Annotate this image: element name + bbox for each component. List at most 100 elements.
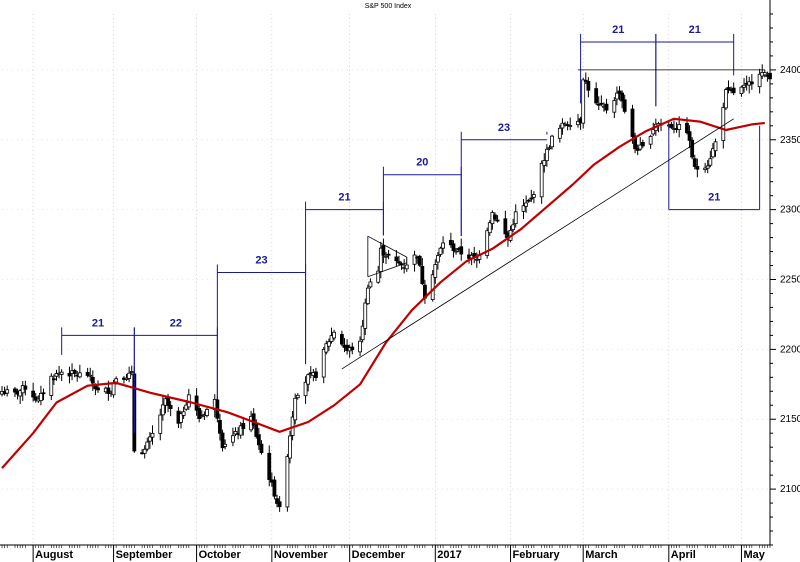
candle-body [18, 390, 23, 397]
month-label: March [585, 549, 618, 561]
cycle-count-label: 22 [170, 317, 182, 329]
candle-body [368, 281, 373, 288]
candle-body [85, 371, 90, 376]
candle-body [539, 162, 544, 198]
candle-body [420, 266, 425, 284]
candle-body [251, 413, 256, 426]
y-tick-label: 2250 [780, 275, 800, 286]
candle-body [181, 411, 186, 416]
month-label: April [671, 549, 696, 561]
cycle-count-label: 23 [255, 255, 267, 267]
candle-body [59, 371, 64, 375]
candle-body [218, 419, 222, 434]
candle-body [241, 423, 246, 430]
candle-body [635, 148, 640, 151]
candle-body [448, 239, 453, 246]
month-label: November [274, 549, 329, 561]
candle-body [768, 72, 772, 80]
candle-body [49, 375, 54, 396]
candle-body [622, 99, 627, 112]
candle-body [223, 443, 228, 447]
candle-body [521, 205, 526, 212]
candle-body [487, 222, 492, 234]
candle-body [485, 230, 490, 256]
y-tick-label: 2350 [780, 135, 800, 146]
candle-body [648, 136, 653, 145]
candle-body [88, 374, 93, 377]
candle-body [703, 167, 708, 171]
moving-average-series [1, 117, 765, 469]
candle-body [690, 139, 695, 158]
candle-body [150, 432, 155, 438]
month-label: October [199, 549, 242, 561]
candle-body [495, 219, 500, 222]
candle-body [381, 245, 386, 256]
candle-body [711, 148, 715, 158]
candle-body [295, 394, 300, 399]
candle-body [72, 369, 77, 374]
candle-body [256, 434, 261, 446]
candle-body [111, 383, 116, 396]
candle-body [168, 405, 173, 409]
candle-body [205, 408, 209, 416]
candle-body [731, 87, 736, 94]
candle-body [272, 479, 277, 497]
candle-body [565, 124, 570, 127]
candle-body [350, 346, 355, 351]
trendline [341, 118, 734, 370]
chart-grid [2, 14, 770, 545]
month-label: December [352, 549, 406, 561]
candle-body [692, 158, 697, 167]
candle-body [430, 274, 435, 300]
candle-body [394, 256, 399, 262]
candle-body [124, 377, 129, 380]
moving-average-line [1, 117, 765, 469]
candle-body [77, 372, 82, 378]
candle-body [114, 378, 119, 383]
candle-body [695, 166, 700, 170]
candle-body [433, 264, 438, 278]
candle-body [254, 424, 259, 437]
triangle-lower-line [367, 262, 407, 278]
candle-body [454, 250, 458, 253]
candle-body [31, 390, 36, 398]
candle-body [531, 194, 536, 198]
candle-body [723, 89, 728, 109]
candle-body [612, 100, 617, 113]
candle-body [332, 331, 337, 339]
month-label: 2017 [437, 549, 461, 561]
candle-body [615, 92, 619, 100]
candle-body [542, 160, 547, 166]
candle-body [749, 81, 754, 85]
candle-body [329, 335, 334, 342]
candle-body [220, 432, 225, 449]
cycle-count-label: 23 [498, 122, 510, 134]
candle-body [67, 373, 72, 377]
candle-body [677, 124, 682, 130]
candle-body [459, 246, 464, 255]
candle-body [314, 371, 318, 378]
y-tick-label: 2150 [780, 414, 800, 425]
candle-body [721, 107, 726, 141]
candle-body [685, 122, 689, 134]
candle-body [127, 372, 132, 379]
candle-body [277, 501, 282, 508]
candle-body [620, 92, 625, 102]
candle-body [526, 199, 531, 202]
candle-body [90, 376, 95, 384]
candle-body [726, 87, 731, 90]
candle-body [285, 456, 290, 508]
candle-body [705, 165, 710, 169]
candle-body [275, 498, 279, 504]
candle-body [630, 108, 635, 138]
candle-body [145, 441, 150, 450]
candle-body [599, 102, 604, 105]
candle-body [365, 287, 370, 305]
cycle-count-label: 21 [689, 24, 701, 36]
y-tick-label: 2400 [780, 65, 800, 76]
candle-body [166, 397, 170, 406]
candle-body [513, 211, 518, 225]
candle-body [306, 374, 311, 385]
